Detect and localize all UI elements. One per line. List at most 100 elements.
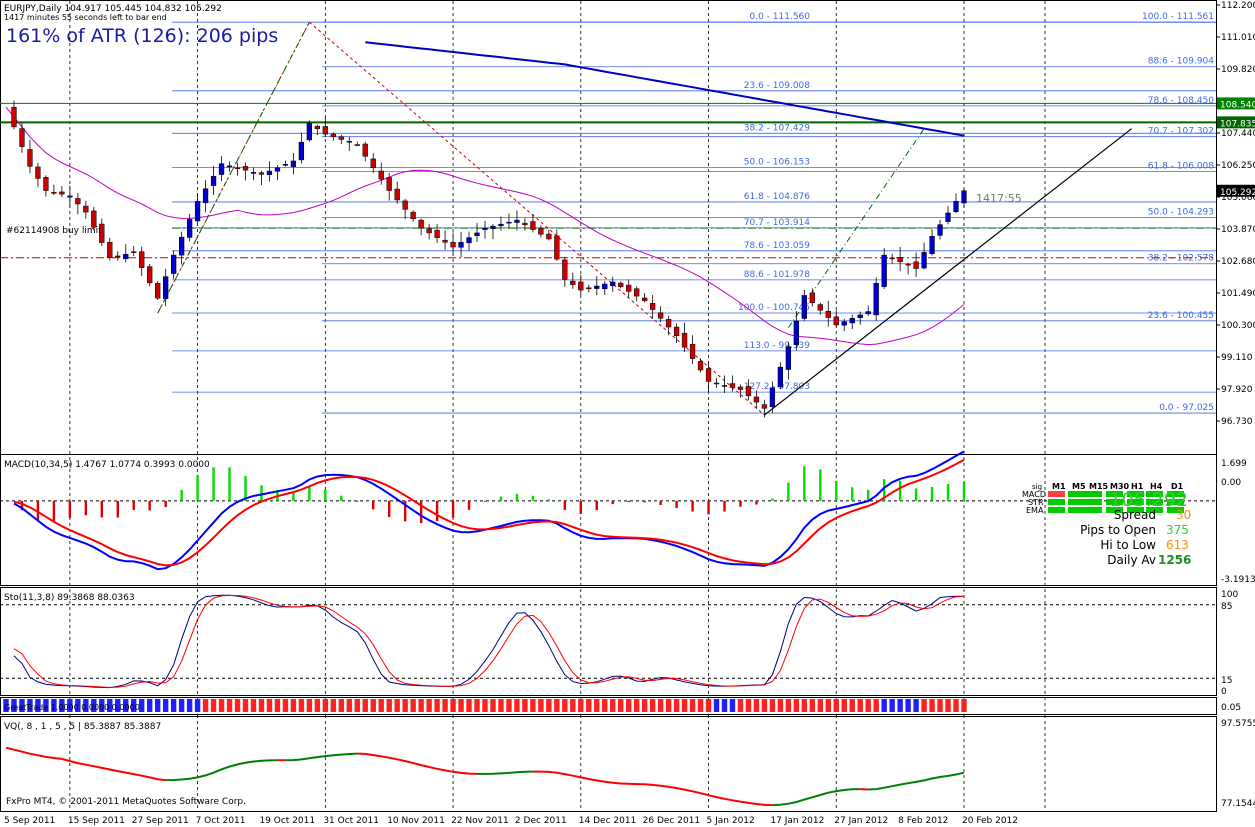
time-axis-label: 14 Dec 2011	[579, 816, 637, 826]
candle-body	[11, 106, 17, 128]
time-axis: 5 Sep 2011 15 Sep 2011 27 Sep 2011 7 Oct 20…	[4, 816, 1018, 826]
signal-cell	[1048, 507, 1065, 513]
trend-bar-cell	[67, 699, 73, 712]
candle-body	[945, 212, 951, 222]
candle-body	[482, 227, 488, 230]
candle-body	[626, 284, 632, 292]
candle-body	[426, 228, 432, 234]
trend-bar-cell	[186, 699, 193, 712]
trend-bar-cell	[945, 699, 951, 712]
price-tick-label: 107.440	[1221, 129, 1255, 139]
candle-body	[953, 201, 959, 212]
signal-cell	[1106, 499, 1123, 505]
pending-order-label: #62114908 buy limit	[6, 226, 102, 236]
macd-histogram-bar	[451, 500, 455, 518]
timeframe-m1: M1	[1052, 482, 1066, 491]
signal-cell	[1068, 491, 1085, 497]
candle-body	[498, 223, 504, 227]
macd-histogram-bar	[659, 500, 662, 506]
trend-bar-cell	[546, 699, 552, 712]
signal-cell	[1048, 491, 1065, 497]
horizontal-levels	[0, 102, 1216, 259]
trend-bar-cell	[482, 699, 488, 712]
trend-bar-cell	[841, 699, 847, 712]
macd-panel-frame	[0, 454, 1217, 586]
stochastic-panel-frame	[0, 587, 1217, 696]
candle-body	[825, 310, 831, 318]
candle-body	[929, 236, 935, 254]
trend-bar-cell	[154, 699, 161, 712]
candle-body	[434, 229, 440, 238]
candle-body	[274, 167, 281, 172]
candle-body	[386, 177, 392, 191]
trend-bar-cell	[705, 699, 712, 712]
sto-axis-85: 85	[1221, 602, 1232, 612]
vq-title: VQ(, 8 , 1 , 5 , 5 | 85.3887 85.3887	[4, 722, 161, 732]
timeframe-h1: H1	[1131, 482, 1144, 491]
trend-title: GreatTrade 1.0000 0.0000 0.0000	[4, 703, 140, 712]
trend-bar-cell	[873, 699, 879, 712]
candle-body	[777, 366, 784, 388]
candle-body	[378, 170, 384, 180]
price-marker-box	[1217, 97, 1255, 110]
candle-body	[697, 361, 704, 371]
candle-body	[713, 382, 720, 385]
candle-body	[322, 126, 328, 135]
sto-axis-100: 100	[1221, 590, 1238, 600]
pips-to-open-label: Pips to Open	[1080, 523, 1156, 537]
fib-right-label: 0.0 - 97.025	[1159, 403, 1214, 413]
trend-bar-cell	[641, 699, 648, 712]
time-axis-label: 8 Feb 2012	[898, 816, 948, 826]
candle-body	[282, 164, 289, 166]
trend-bar-cell	[178, 699, 185, 712]
trend-bar-cell	[657, 699, 664, 712]
trend-bar-cell	[929, 699, 935, 712]
macd-histogram-bar	[675, 500, 678, 509]
price-tick-label: 96.730	[1221, 417, 1253, 427]
macd-axis-top: 1.699	[1221, 459, 1247, 469]
trend-bar-cell	[769, 699, 776, 712]
zigzag-down	[309, 21, 765, 416]
candle-body	[51, 192, 57, 194]
macd-histogram-bar	[547, 499, 551, 501]
candle-body	[490, 225, 496, 229]
signal-cell	[1068, 499, 1085, 505]
fib-left-label: 23.6 - 109.008	[744, 81, 810, 91]
candle-body	[210, 175, 217, 186]
ma-mid-line	[5, 106, 965, 346]
macd-histogram-bar	[244, 475, 247, 501]
sto-axis-0: 0	[1221, 687, 1227, 697]
trend-bar-cell	[474, 699, 480, 712]
price-marker-box	[1217, 184, 1255, 197]
trend-bar-cell	[721, 699, 728, 712]
spread-value: 30	[1176, 508, 1191, 522]
time-axis-label: 19 Oct 2011	[259, 816, 315, 826]
candle-body	[242, 166, 249, 171]
macd-histogram-bar	[260, 485, 263, 501]
fib-right-label: 70.7 - 107.302	[1148, 127, 1214, 137]
candle-body	[123, 253, 129, 260]
macd-histogram-bar	[212, 467, 215, 501]
candle-body	[681, 332, 688, 348]
macd-histogram-bar	[643, 500, 646, 503]
bar-timer-line: 1417 minutes 55 seconds left to bar end	[4, 13, 167, 22]
vq-segment	[532, 770, 773, 807]
trend-bar-cell	[602, 699, 608, 712]
macd-signal-line	[13, 459, 965, 567]
signal-cell	[1146, 507, 1163, 513]
vq-segment	[772, 788, 861, 807]
candle-body	[530, 221, 536, 230]
trend-bar-cell	[434, 699, 440, 712]
great-trade-bar	[3, 699, 967, 712]
trend-bar-cell	[865, 699, 871, 712]
signal-cell	[1106, 491, 1123, 497]
candle-body	[809, 292, 815, 304]
timeframe-m15: M15	[1089, 482, 1109, 491]
candle-body	[650, 303, 656, 310]
candle-body	[857, 314, 863, 319]
price-tick-label: 103.870	[1221, 225, 1255, 235]
trend-bar-cell	[139, 699, 145, 712]
macd-histogram-bar	[68, 500, 72, 518]
trend-bar-cell	[202, 699, 209, 712]
